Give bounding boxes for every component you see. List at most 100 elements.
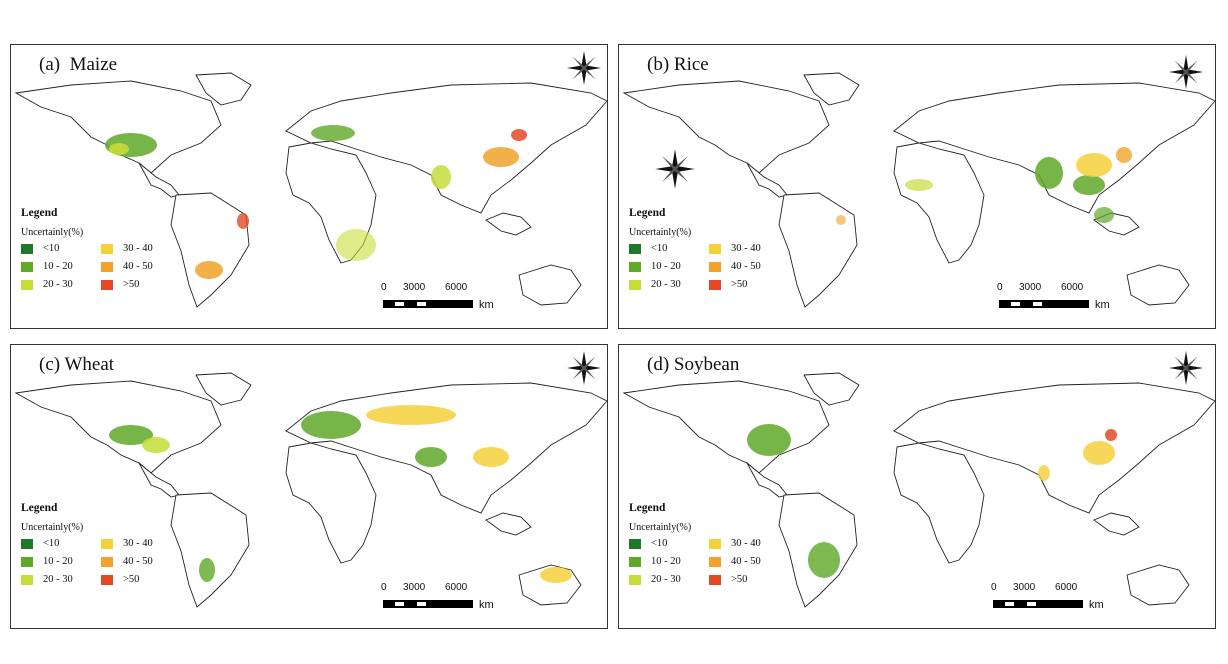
legend-swatch <box>101 556 113 567</box>
scale-unit: km <box>479 599 494 611</box>
legend-item: 40 - 50 <box>101 556 181 567</box>
legend-item: 30 - 40 <box>101 538 181 549</box>
panel-title: (b) Rice <box>647 54 709 75</box>
legend: Legend Uncertainly(%) <10 30 - 40 10 - 2… <box>629 502 799 585</box>
panel-title: (a) Maize <box>39 54 118 75</box>
scale-bar: 0 3000 6000 km <box>381 282 503 322</box>
legend-title: Legend <box>21 502 58 514</box>
scale-unit: km <box>1089 599 1104 611</box>
legend: Legend Uncertainly(%) <10 30 - 40 10 - 2… <box>21 207 191 290</box>
crop-uncertainty-overlay <box>109 405 572 583</box>
legend-item: 10 - 20 <box>629 261 709 272</box>
scale-tick: 6000 <box>1061 282 1084 293</box>
legend-title: Legend <box>629 502 666 514</box>
legend-subtitle: Uncertainly(%) <box>629 227 692 238</box>
legend-subtitle: Uncertainly(%) <box>629 522 692 533</box>
scale-bar: 0 3000 6000 km <box>991 582 1113 622</box>
legend-swatch <box>21 279 33 290</box>
legend-item: 10 - 20 <box>629 556 709 567</box>
scale-tick: 3000 <box>403 582 426 593</box>
legend-swatch <box>629 279 641 290</box>
world-map <box>14 72 607 308</box>
north-arrow-icon <box>566 350 602 386</box>
scale-unit: km <box>1095 299 1110 311</box>
legend-item: <10 <box>21 538 101 549</box>
scale-tick: 6000 <box>1055 582 1078 593</box>
world-map <box>622 72 1215 308</box>
legend-swatch <box>101 538 113 549</box>
legend-swatch <box>101 243 113 254</box>
legend-item: 10 - 20 <box>21 556 101 567</box>
crop-uncertainty-overlay <box>105 125 527 279</box>
legend-swatch <box>629 538 641 549</box>
panel-title: (d) Soybean <box>647 354 740 375</box>
legend-item: 40 - 50 <box>709 261 789 272</box>
legend-item: >50 <box>709 279 789 290</box>
panel-title: (c) Wheat <box>39 354 115 375</box>
legend-item: 20 - 30 <box>629 574 709 585</box>
crop-uncertainty-overlay <box>747 424 1117 578</box>
north-arrow-icon <box>566 50 602 86</box>
legend-item: 30 - 40 <box>709 538 789 549</box>
scale-tick: 0 <box>381 582 387 593</box>
legend-item: >50 <box>709 574 789 585</box>
legend-swatch <box>709 243 721 254</box>
scale-tick: 0 <box>997 282 1003 293</box>
map-panel-maize: (a) Maize Legend Uncertainly(%) <10 30 -… <box>10 44 608 329</box>
legend-item: 20 - 30 <box>21 279 101 290</box>
legend-swatch <box>21 538 33 549</box>
map-panel-wheat: (c) Wheat Legend Uncertainly(%) <10 30 -… <box>10 344 608 629</box>
legend-item: 30 - 40 <box>709 243 789 254</box>
legend-swatch <box>629 556 641 567</box>
legend-title: Legend <box>21 207 58 219</box>
legend-item: 40 - 50 <box>101 261 181 272</box>
legend-item: <10 <box>629 243 709 254</box>
world-map <box>622 372 1215 608</box>
legend-title: Legend <box>629 207 666 219</box>
scale-unit: km <box>479 299 494 311</box>
legend-swatch <box>709 574 721 585</box>
legend-swatch <box>709 538 721 549</box>
scale-tick: 3000 <box>1013 582 1036 593</box>
legend-swatch <box>709 556 721 567</box>
scale-tick: 0 <box>991 582 997 593</box>
map-panel-soybean: (d) Soybean Legend Uncertainly(%) <10 30… <box>618 344 1216 629</box>
crop-uncertainty-overlay <box>836 147 1132 225</box>
north-arrow-icon <box>1168 54 1204 90</box>
scale-bar: 0 3000 6000 km <box>997 282 1119 322</box>
legend: Legend Uncertainly(%) <10 30 - 40 10 - 2… <box>21 502 191 585</box>
legend-swatch <box>629 243 641 254</box>
north-arrow-icon <box>1168 350 1204 386</box>
scale-bar: 0 3000 6000 km <box>381 582 503 622</box>
legend-swatch <box>21 261 33 272</box>
map-panel-rice: (b) Rice Legend Uncertainly(%) <10 30 - … <box>618 44 1216 329</box>
legend-swatch <box>21 556 33 567</box>
legend: Legend Uncertainly(%) <10 30 - 40 10 - 2… <box>629 207 799 290</box>
legend-item: <10 <box>21 243 101 254</box>
legend-swatch <box>21 243 33 254</box>
legend-item: 20 - 30 <box>21 574 101 585</box>
legend-swatch <box>709 279 721 290</box>
world-map <box>14 372 607 608</box>
legend-subtitle: Uncertainly(%) <box>21 227 84 238</box>
legend-swatch <box>101 279 113 290</box>
scale-tick: 0 <box>381 282 387 293</box>
scale-tick: 6000 <box>445 582 468 593</box>
legend-item: >50 <box>101 279 181 290</box>
legend-swatch <box>629 574 641 585</box>
north-arrow-icon <box>655 149 695 189</box>
legend-item: 20 - 30 <box>629 279 709 290</box>
legend-item: 40 - 50 <box>709 556 789 567</box>
legend-swatch <box>709 261 721 272</box>
legend-subtitle: Uncertainly(%) <box>21 522 84 533</box>
legend-item: 30 - 40 <box>101 243 181 254</box>
scale-tick: 3000 <box>1019 282 1042 293</box>
legend-item: <10 <box>629 538 709 549</box>
scale-tick: 6000 <box>445 282 468 293</box>
legend-swatch <box>101 574 113 585</box>
legend-item: >50 <box>101 574 181 585</box>
legend-item: 10 - 20 <box>21 261 101 272</box>
legend-swatch <box>101 261 113 272</box>
legend-swatch <box>21 574 33 585</box>
legend-swatch <box>629 261 641 272</box>
